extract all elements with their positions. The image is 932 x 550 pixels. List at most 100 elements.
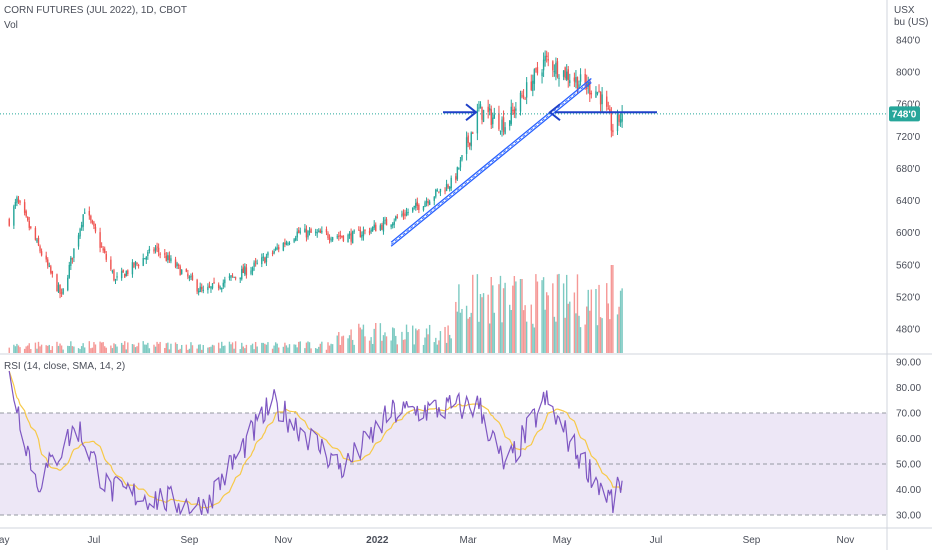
volume-bar — [490, 277, 492, 353]
volume-bar — [285, 345, 288, 353]
candle-body — [39, 246, 41, 252]
candle-body — [318, 230, 320, 232]
price-tick-label: 520'0 — [896, 292, 921, 303]
candle-body — [136, 263, 138, 265]
candle-body — [595, 91, 597, 98]
candle-body — [210, 286, 212, 289]
unit-label: bu (US) — [894, 17, 928, 28]
right-arrow-icon[interactable] — [443, 103, 478, 122]
candle-body — [521, 95, 523, 97]
candle-body — [51, 271, 54, 274]
volume-bar — [190, 342, 192, 353]
candle-body — [217, 284, 220, 288]
time-tick-label: May — [0, 535, 9, 546]
volume-bar — [579, 327, 582, 353]
rsi-label[interactable]: RSI (14, close, SMA, 14, 2) — [4, 361, 125, 372]
rsi-axis-ticks[interactable]: 90.00 80.00 70.00 60.00 50.00 40.00 30.00 — [896, 358, 921, 522]
candle-body — [607, 108, 609, 110]
volume-bar — [318, 346, 320, 353]
candle-body — [556, 61, 559, 78]
left-arrow-icon[interactable] — [548, 103, 561, 122]
candle-body — [519, 92, 522, 112]
candle-body — [177, 264, 180, 266]
candle-body — [488, 108, 491, 111]
volume-bar — [479, 294, 482, 353]
volume-bar — [120, 342, 123, 353]
volume-bar — [576, 274, 579, 353]
candle-body — [94, 226, 97, 232]
candle-body — [364, 229, 366, 231]
volume-bar — [435, 337, 437, 353]
volume-bar — [116, 346, 118, 353]
candle-body — [234, 277, 237, 279]
candle-body — [536, 67, 539, 74]
candle-body — [307, 231, 309, 238]
volume-bar — [438, 340, 440, 353]
candle-body — [535, 68, 537, 70]
candle-body — [287, 243, 289, 245]
volume-bar — [515, 281, 517, 353]
rsi-tick-label: 80.00 — [896, 383, 921, 394]
rsi-tick-label: 90.00 — [896, 358, 921, 369]
candle-body — [131, 262, 134, 275]
last-price-badge — [889, 106, 920, 122]
volume-bar — [391, 327, 394, 353]
candle-body — [476, 110, 479, 134]
candle-body — [493, 114, 496, 119]
time-axis-ticks[interactable]: May Jul Sep Nov 2022 Mar May Jul Sep Nov — [0, 535, 854, 546]
volume-bar — [51, 346, 54, 353]
candle-body — [27, 216, 29, 221]
volume-bar — [339, 344, 342, 353]
candle-body — [436, 190, 439, 192]
volume-bar — [79, 349, 81, 353]
volume-bar — [16, 343, 18, 353]
candle-body — [395, 216, 397, 221]
volume-bar — [405, 324, 408, 353]
candle-body — [347, 234, 349, 243]
candle-body — [16, 197, 18, 203]
candle-body — [404, 213, 406, 217]
volume-bar — [298, 341, 300, 353]
volume-bar — [207, 347, 209, 353]
candle-body — [19, 200, 21, 203]
candle-body — [37, 237, 40, 246]
candle-body — [208, 285, 211, 288]
volume-bar — [284, 342, 286, 353]
price-axis-ticks[interactable]: 840'0 800'0 760'0 720'0 680'0 640'0 600'0 560'0… — [896, 36, 921, 336]
volume-bar — [234, 341, 237, 353]
volume-bar — [370, 337, 372, 353]
volume-bar — [45, 345, 47, 353]
volume-bar — [416, 330, 419, 353]
volume-bar — [177, 349, 180, 353]
candle-body — [418, 204, 420, 210]
volume-bar — [598, 284, 600, 353]
volume-bar — [368, 340, 371, 353]
volume-bar — [555, 321, 557, 353]
candle-body — [116, 276, 118, 278]
candle-body — [254, 261, 257, 263]
candle-body — [153, 249, 155, 252]
candle-body — [565, 71, 568, 80]
price-tick-label: 640'0 — [896, 196, 921, 207]
candle-body — [455, 176, 457, 180]
volume-bar — [111, 348, 114, 353]
volume-bar — [616, 314, 619, 353]
symbol-title[interactable]: CORN FUTURES (JUL 2022), 1D, CBOT — [4, 5, 187, 16]
candle-body — [338, 235, 340, 237]
candle-body — [402, 212, 405, 216]
candle-body — [512, 109, 514, 111]
candle-body — [14, 201, 17, 207]
volume-bar — [553, 316, 556, 353]
candle-body — [170, 258, 172, 262]
volume-bar — [342, 335, 345, 353]
candle-body — [509, 120, 511, 127]
volume-bar — [373, 328, 375, 353]
volume-bar — [105, 347, 107, 353]
candle-body — [156, 246, 158, 248]
candle-body — [102, 248, 104, 251]
price-tick-label: 680'0 — [896, 164, 921, 175]
volume-bar — [202, 344, 204, 353]
candle-body — [264, 257, 266, 264]
candle-body — [532, 80, 534, 91]
